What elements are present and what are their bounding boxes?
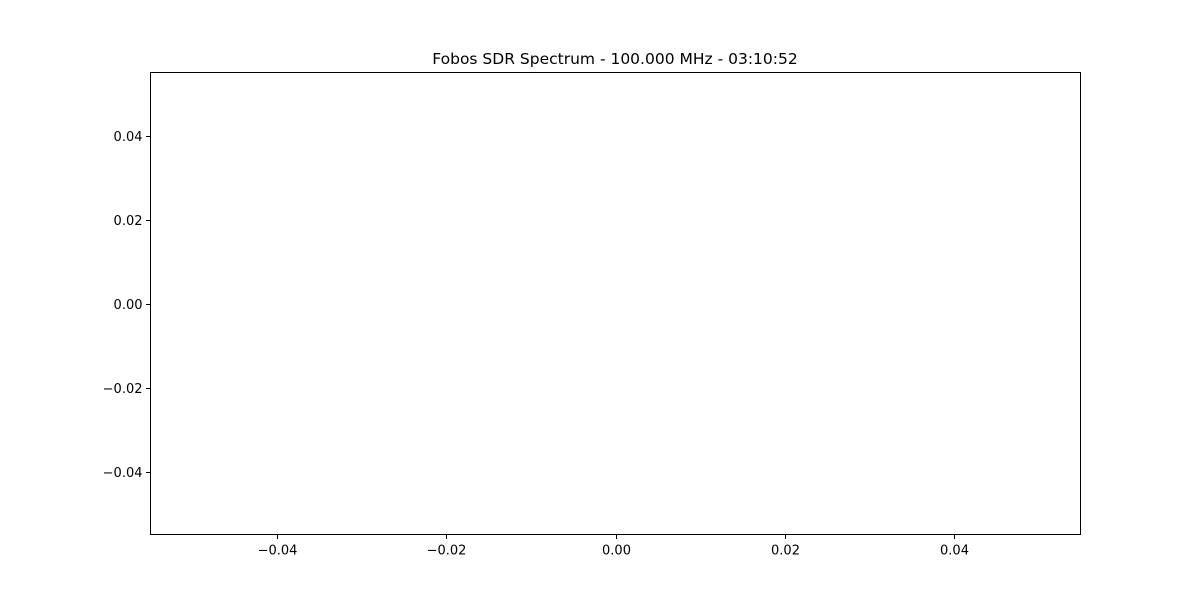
x-tick-label: 0.00 xyxy=(602,544,631,559)
y-tick-label: 0.04 xyxy=(114,130,143,145)
chart-title: Fobos SDR Spectrum - 100.000 MHz - 03:10… xyxy=(432,50,797,68)
axes-frame xyxy=(150,72,1081,535)
y-tick-label: 0.00 xyxy=(114,298,143,313)
x-tick-label: −0.02 xyxy=(427,544,467,559)
y-tick-label: −0.02 xyxy=(103,382,143,397)
x-axis-ticks: −0.04 −0.02 0.00 0.02 0.04 xyxy=(258,534,969,559)
y-tick-label: −0.04 xyxy=(103,466,143,481)
y-tick-label: 0.02 xyxy=(114,214,143,229)
y-axis-ticks: −0.04 −0.02 0.00 0.02 0.04 xyxy=(103,130,151,481)
x-tick-label: −0.04 xyxy=(258,544,298,559)
x-tick-label: 0.04 xyxy=(940,544,969,559)
x-tick-label: 0.02 xyxy=(771,544,800,559)
plot-area: −0.04 −0.02 0.00 0.02 0.04 −0.04 −0.02 0.00 0.0… xyxy=(103,72,1081,559)
